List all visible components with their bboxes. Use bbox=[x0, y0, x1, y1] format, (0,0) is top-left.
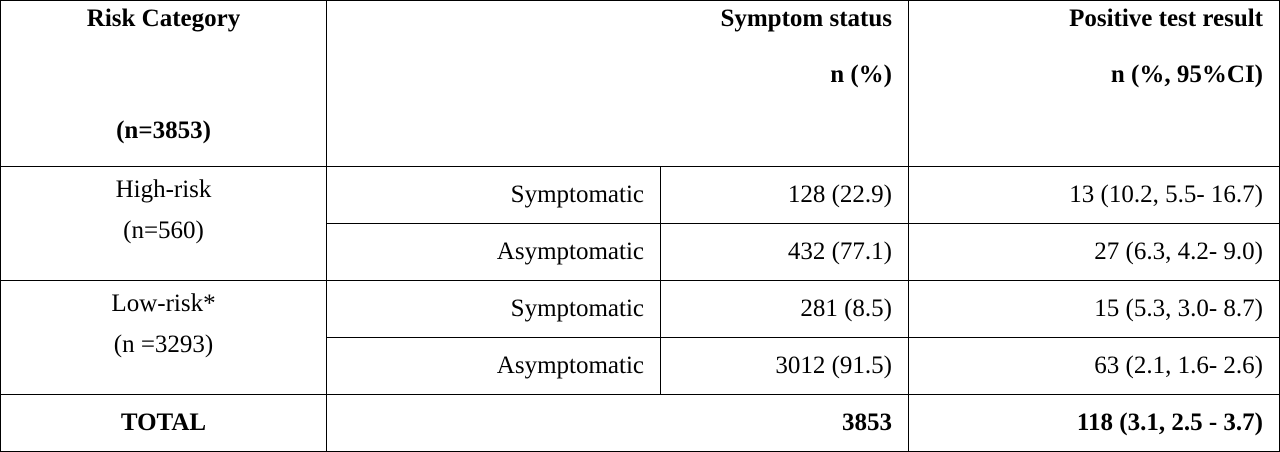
group-label: High-risk bbox=[115, 176, 212, 203]
group-label: Low-risk* bbox=[111, 290, 216, 317]
group-cell: Low-risk* (n =3293) bbox=[0, 280, 327, 395]
header-row: Risk Category (n=3853) Symptom status n … bbox=[0, 0, 1280, 167]
symptom-cell: Symptomatic bbox=[326, 280, 661, 338]
data-row: Low-risk* (n =3293) Symptomatic 281 (8.5) 15… bbox=[0, 280, 1280, 395]
value-cell: 281 (8.5) bbox=[660, 280, 909, 338]
value-cell: 432 (77.1) bbox=[660, 223, 909, 281]
header-text: (n=3853) bbox=[116, 117, 211, 144]
value-cell: 3012 (91.5) bbox=[660, 337, 909, 395]
value-cell: 15 (5.3, 3.0- 8.7) bbox=[908, 280, 1280, 338]
value-cell: 63 (2.1, 1.6- 2.6) bbox=[908, 337, 1280, 395]
value-cell: 27 (6.3, 4.2- 9.0) bbox=[908, 223, 1280, 281]
total-label: TOTAL bbox=[0, 394, 327, 452]
header-text: n (%) bbox=[830, 61, 892, 88]
group-n: (n=560) bbox=[123, 217, 204, 244]
header-text: n (%, 95%CI) bbox=[1110, 61, 1263, 88]
data-row: Asymptomatic 432 (77.1) 27 (6.3, 4.2- 9.0) bbox=[1, 223, 1280, 281]
group-cell: High-risk (n=560) bbox=[0, 166, 327, 281]
header-text: Positive test result bbox=[1069, 5, 1263, 32]
header-text: Risk Category bbox=[86, 5, 241, 32]
data-row: High-risk (n=560) Symptomatic 128 (22.9) 13 … bbox=[0, 166, 1280, 281]
total-value: 118 (3.1, 2.5 - 3.7) bbox=[908, 394, 1280, 452]
symptom-cell: Asymptomatic bbox=[326, 337, 661, 395]
value-cell: 128 (22.9) bbox=[660, 166, 909, 224]
symptom-cell: Symptomatic bbox=[326, 166, 661, 224]
total-value: 3853 bbox=[326, 394, 909, 452]
header-cell: Risk Category (n=3853) bbox=[0, 0, 327, 167]
header-cell: Symptom status n (%) bbox=[326, 0, 909, 167]
value-cell: 13 (10.2, 5.5- 16.7) bbox=[908, 166, 1280, 224]
total-row: TOTAL 3853 118 (3.1, 2.5 - 3.7) bbox=[0, 394, 1280, 452]
symptom-cell: Asymptomatic bbox=[326, 223, 661, 281]
group-n: (n =3293) bbox=[113, 331, 214, 358]
header-cell: Positive test result n (%, 95%CI) bbox=[908, 0, 1280, 167]
header-text: Symptom status bbox=[720, 5, 892, 32]
